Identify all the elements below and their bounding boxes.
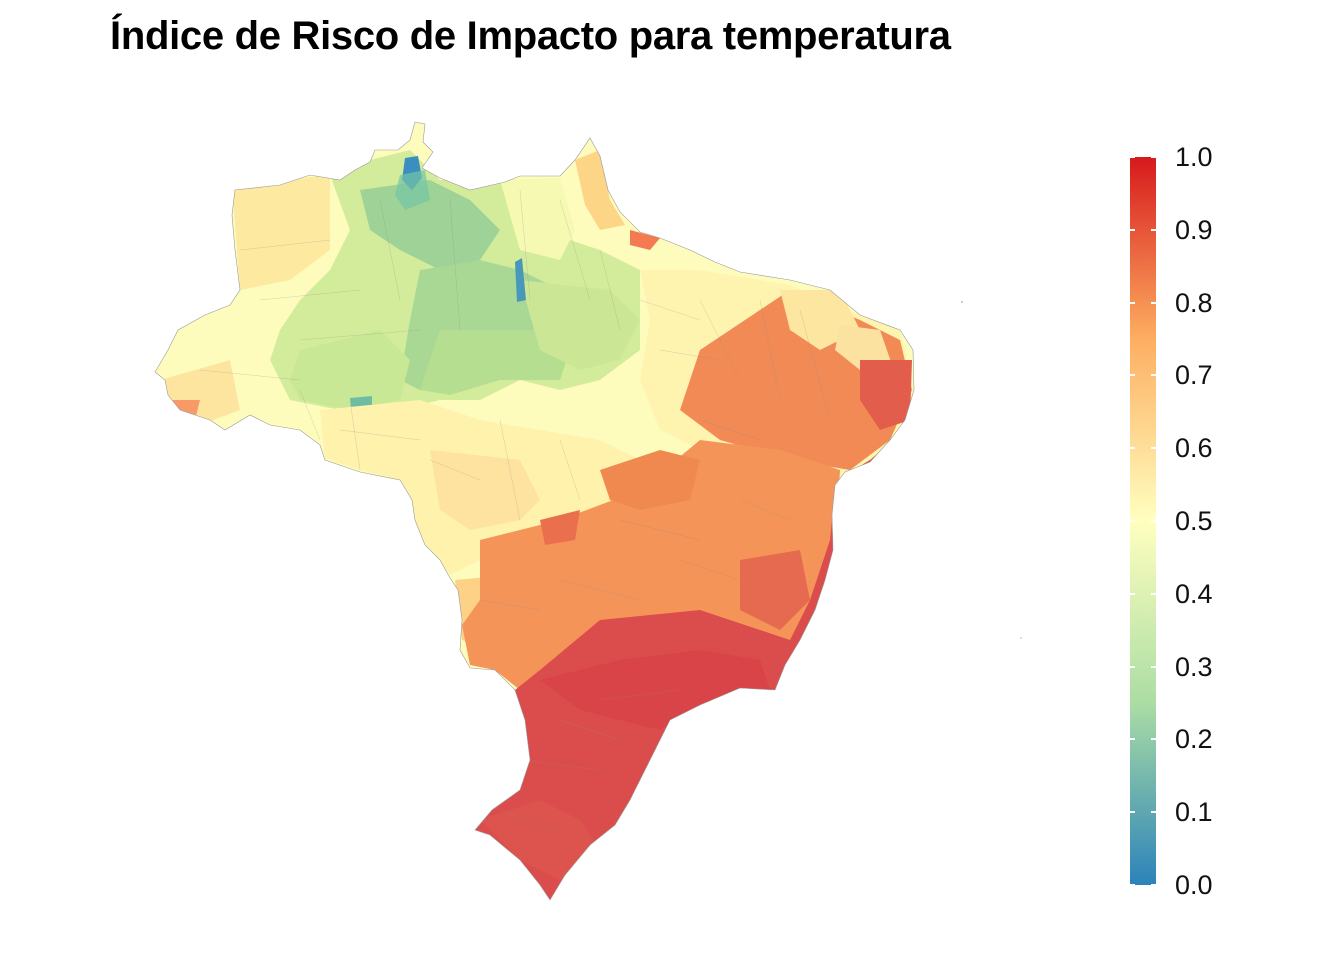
legend-tick-mark <box>1151 665 1156 668</box>
legend-tick-mark <box>1130 592 1135 595</box>
legend-tick-mark <box>1130 884 1135 886</box>
legend-tick-mark <box>1130 301 1135 304</box>
legend-tick-label: 0.9 <box>1175 214 1213 245</box>
legend-tick-label: 0.3 <box>1175 651 1213 682</box>
legend-tick-mark <box>1130 520 1135 522</box>
legend-tick-mark <box>1130 156 1135 158</box>
chart-title: Índice de Risco de Impacto para temperat… <box>110 14 951 58</box>
legend-tick-mark <box>1151 156 1156 158</box>
legend-tick-mark <box>1151 374 1156 377</box>
legend-tick-mark <box>1151 738 1156 741</box>
map-regions <box>155 122 914 900</box>
legend-tick-label: 0.0 <box>1175 870 1213 900</box>
legend-tick-mark <box>1130 738 1135 741</box>
legend-tick-mark <box>1151 592 1156 595</box>
legend-tick-label: 0.1 <box>1175 797 1213 828</box>
legend-tick-label: 0.8 <box>1175 287 1213 318</box>
municipal-borders <box>199 189 831 831</box>
legend-tick-label: 1.0 <box>1175 142 1213 172</box>
legend-tick-mark <box>1151 447 1156 450</box>
legend-tick-label: 0.7 <box>1175 360 1213 391</box>
legend-tick-mark <box>1151 520 1156 522</box>
legend-tick-mark <box>1151 884 1156 886</box>
island-dot <box>961 301 963 303</box>
legend-tick-label: 0.6 <box>1175 433 1213 464</box>
legend-tick-mark <box>1130 228 1135 231</box>
legend-tick-label: 0.5 <box>1175 506 1213 536</box>
legend-tick-mark <box>1130 665 1135 668</box>
legend-tick-mark <box>1130 374 1135 377</box>
island-dot <box>1020 637 1022 639</box>
legend-tick-mark <box>1151 301 1156 304</box>
legend-tick-mark <box>1151 811 1156 814</box>
legend-tick-label: 0.2 <box>1175 724 1213 755</box>
legend-tick-mark <box>1151 228 1156 231</box>
legend-tick-label: 0.4 <box>1175 578 1213 609</box>
legend-tick-mark <box>1130 447 1135 450</box>
legend-tick-mark <box>1130 811 1135 814</box>
